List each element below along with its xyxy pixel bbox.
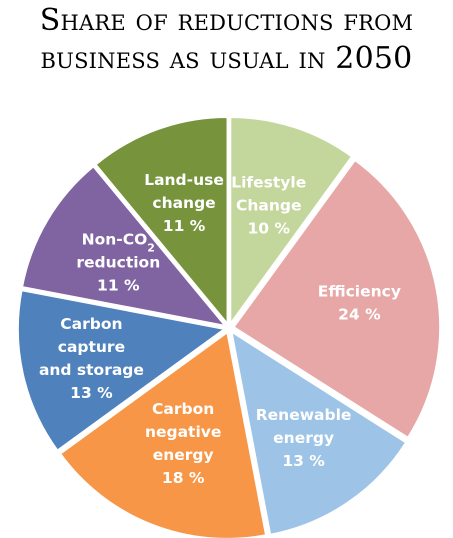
chart-title-line-1: Share of reductions from — [39, 3, 414, 38]
slice-label-non-co2-reduction: Non-CO2 reduction 11 % — [76, 231, 160, 295]
chart-title: Share of reductions from business as usu… — [0, 2, 453, 78]
chart-title-line-2: business as usual in 2050 — [40, 41, 413, 76]
pie-slice-land-use-change — [94, 116, 229, 326]
pie-slice-carbon-negative-energy — [59, 331, 267, 538]
pie-slice-non-co2-reduction — [21, 165, 227, 327]
slice-label-carbon-capture-and-storage: Carbon capture and storage 13 % — [39, 315, 144, 402]
slice-label-renewable-energy: Renewable energy 13 % — [256, 406, 352, 470]
slice-label-carbon-negative-energy: Carbon negative energy 18 % — [145, 400, 221, 487]
slice-label-efficiency: Efficiency 24 % — [318, 283, 401, 324]
slice-label-land-use-change: Land-use change 11 % — [144, 171, 224, 235]
pie-slice-renewable-energy — [230, 330, 407, 536]
pie-slice-lifestyle-change — [229, 116, 353, 326]
pie-slice-carbon-capture-and-storage — [17, 289, 226, 452]
slice-label-lifestyle-change: Lifestyle Change 10 % — [231, 174, 306, 238]
pie-slice-efficiency — [232, 159, 441, 439]
